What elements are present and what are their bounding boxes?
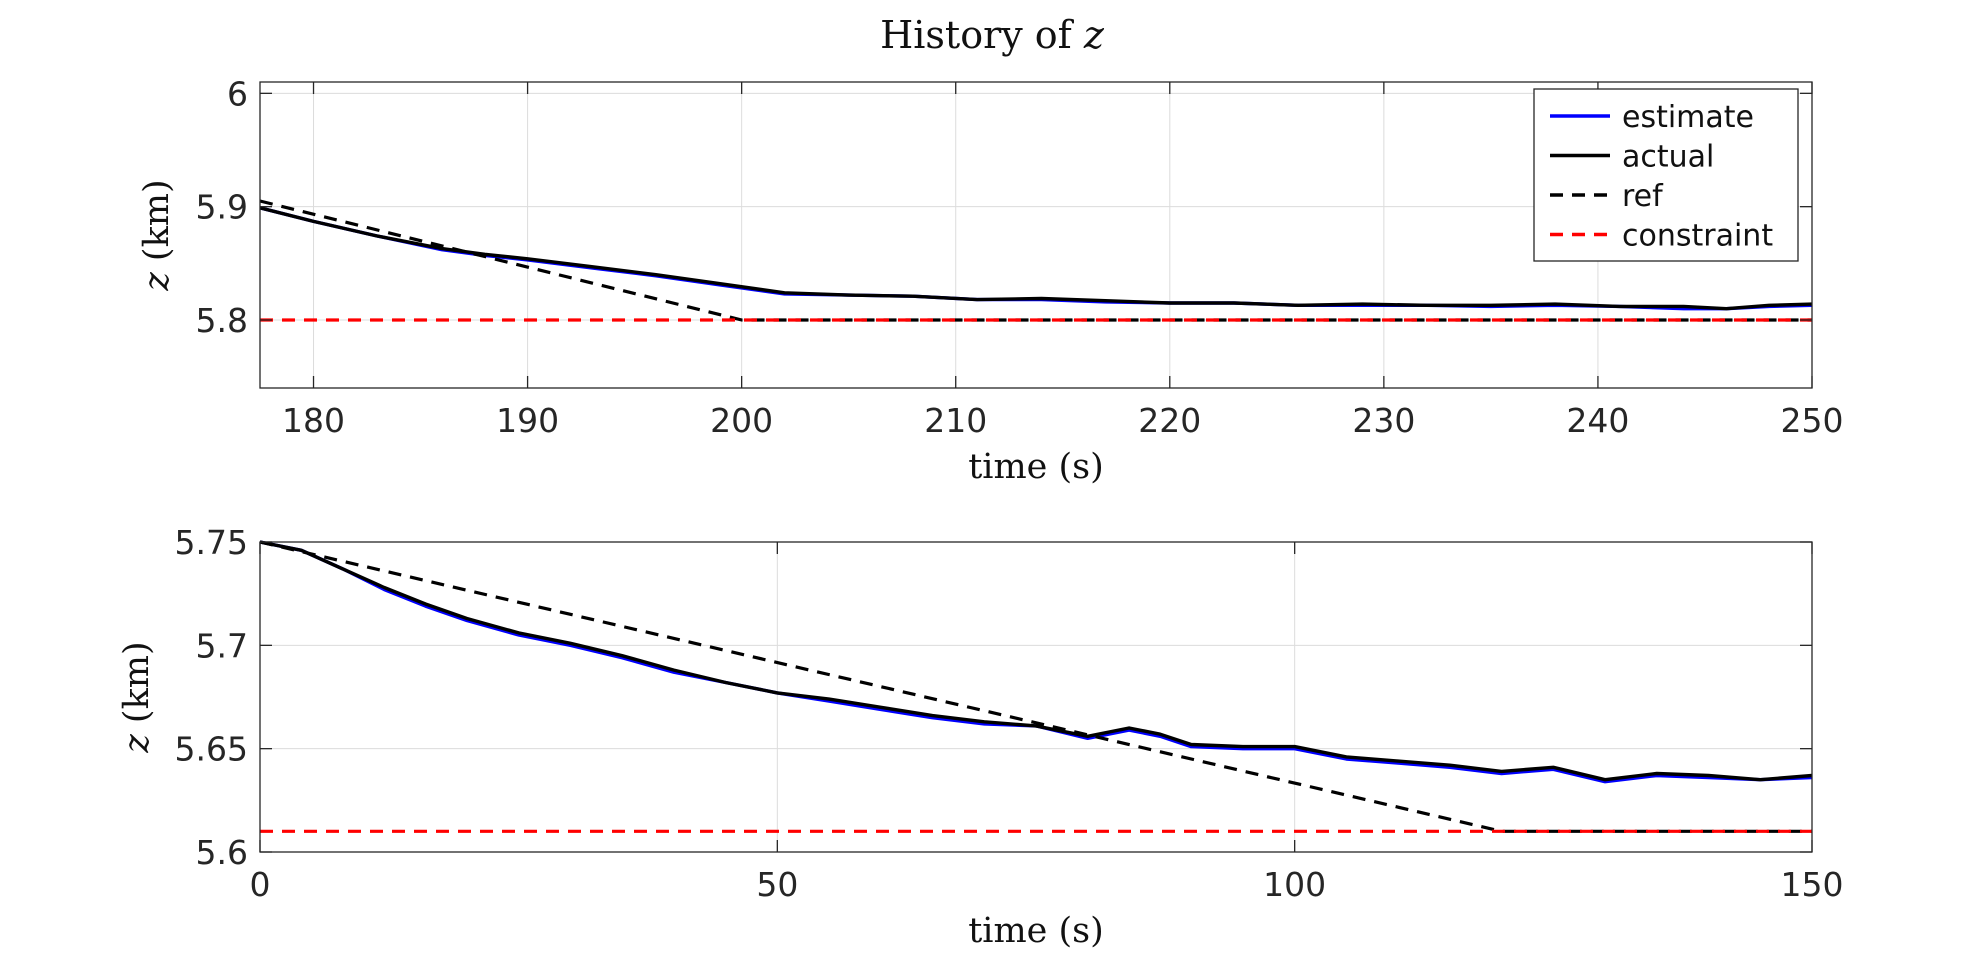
plot-frame xyxy=(259,81,1813,389)
x-tick-label: 180 xyxy=(282,401,345,440)
y-tick-label: 5.9 xyxy=(196,188,248,227)
y-tick-label: 5.65 xyxy=(175,730,248,769)
x-tick-label: 150 xyxy=(1781,865,1844,904)
y-tick-label: 6 xyxy=(227,74,248,113)
top-plot: 180 190 200 210 220 230 240 250 5.8 5.9 6 time (s) z… xyxy=(137,74,1844,487)
legend: estimate actual ref constraint xyxy=(1533,88,1799,262)
x-tick-label: 250 xyxy=(1781,401,1844,440)
y-axis-variable: z xyxy=(117,734,157,754)
y-tick-label: 5.7 xyxy=(196,626,248,665)
series-actual-line xyxy=(259,206,1813,311)
y-axis-label: z (km) xyxy=(117,641,157,753)
legend-label-actual: actual xyxy=(1622,140,1714,175)
series-ref-line xyxy=(259,540,1812,833)
x-tick-label: 220 xyxy=(1138,401,1201,440)
y-axis-label: z (km) xyxy=(137,179,177,291)
x-tick-label: 50 xyxy=(756,865,798,904)
x-axis-label: time (s) xyxy=(968,447,1104,487)
legend-label-ref: ref xyxy=(1622,179,1664,214)
x-tick-label: 100 xyxy=(1263,865,1326,904)
plot-frame xyxy=(259,541,1813,853)
title-text: History of xyxy=(880,13,1084,57)
y-tick-label: 5.8 xyxy=(196,301,248,340)
y-axis-unit: (km) xyxy=(137,179,177,272)
y-tick-label: 5.75 xyxy=(175,523,248,562)
x-tick-label: 230 xyxy=(1352,401,1415,440)
x-tick-label: 240 xyxy=(1566,401,1629,440)
series-ref-line xyxy=(259,199,1812,322)
x-tick-label: 0 xyxy=(250,865,271,904)
x-tick-label: 190 xyxy=(496,401,559,440)
x-axis-label: time (s) xyxy=(968,911,1104,951)
legend-label-constraint: constraint xyxy=(1622,219,1773,254)
y-axis-variable: z xyxy=(137,272,177,292)
figure-title: History of z xyxy=(880,13,1105,57)
title-variable: z xyxy=(1083,13,1105,57)
x-tick-label: 210 xyxy=(924,401,987,440)
x-tick-label: 200 xyxy=(710,401,773,440)
y-axis-unit: (km) xyxy=(117,641,157,734)
legend-label-estimate: estimate xyxy=(1622,100,1754,135)
y-tick-label: 5.6 xyxy=(196,833,248,872)
series-actual-line xyxy=(259,540,1813,782)
series-estimate-line xyxy=(259,540,1813,784)
bottom-plot: 0 50 100 150 5.6 5.65 5.7 5.75 time (s) z (km) xyxy=(117,523,1844,951)
